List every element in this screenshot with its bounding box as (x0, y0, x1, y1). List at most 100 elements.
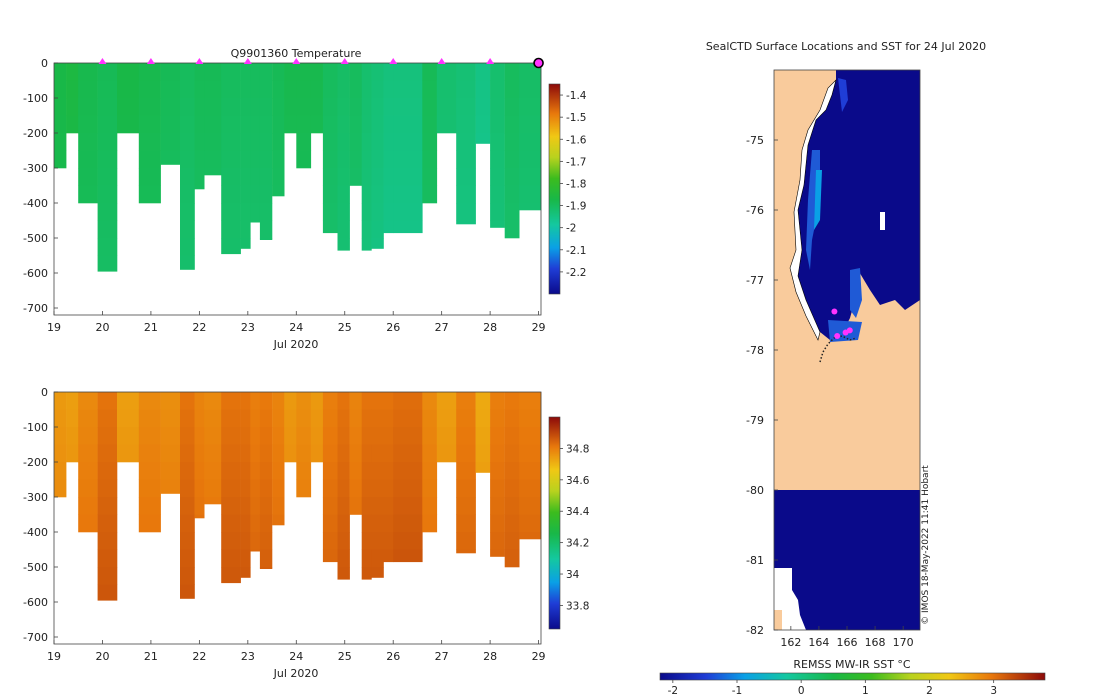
profile-cell (456, 427, 476, 445)
profile-cell (204, 479, 222, 498)
profile-cell (504, 444, 520, 463)
profile-cell (361, 427, 372, 445)
profile-marker (340, 58, 349, 64)
profile-cell (383, 409, 394, 428)
profile-cell (97, 255, 118, 272)
profile-cell (422, 185, 438, 204)
profile-cell (422, 115, 438, 134)
profile-cell (221, 462, 241, 480)
y-tick-label: 0 (41, 386, 48, 399)
profile-cell (296, 409, 312, 428)
profile-cell (250, 444, 261, 463)
x-tick-label: 24 (289, 321, 303, 334)
y-tick-label: -200 (23, 127, 48, 140)
profile-cell (436, 392, 457, 410)
profile-cell (259, 479, 273, 498)
profile-cell (504, 409, 520, 428)
profile-cell (322, 409, 338, 428)
colorbar-tick-label: 34.6 (566, 475, 590, 487)
profile-cell (250, 427, 261, 445)
profile-cell (349, 392, 362, 410)
profile-cell (393, 427, 423, 445)
profile-cell (180, 479, 195, 498)
profile-cell (259, 532, 273, 550)
colorbar-tick-label: -2 (566, 223, 576, 235)
profile-cell (138, 133, 161, 151)
profile-cell (456, 392, 476, 410)
profile-cell (519, 427, 542, 445)
profile-cell (361, 567, 372, 580)
profile-cell (296, 479, 312, 498)
profile-cell (371, 168, 384, 186)
profile-cell (337, 168, 350, 186)
profile-cell (393, 444, 423, 463)
profile-cell (54, 462, 67, 480)
profile-cell (138, 462, 161, 480)
profile-cell (160, 80, 181, 99)
profile-cell (180, 584, 195, 599)
profile-cell (180, 409, 195, 428)
profile-cell (371, 409, 384, 428)
profile-cell (240, 133, 251, 151)
profile-cell (250, 497, 261, 515)
profile-cell (519, 98, 542, 116)
profile-cell (138, 63, 161, 81)
profile-cell (78, 63, 98, 81)
profile-cell (361, 532, 372, 550)
profile-cell (97, 168, 118, 186)
profile-cell (66, 98, 79, 116)
profile-cell (272, 80, 285, 99)
profile-cell (436, 80, 457, 99)
profile-cell (371, 532, 384, 550)
map-x-tick-label: 170 (893, 636, 914, 649)
profile-cell (160, 63, 181, 81)
profile-cell (180, 567, 195, 585)
profile-cell (259, 238, 273, 240)
profile-cell (490, 98, 505, 116)
profile-marker (195, 58, 204, 64)
profile-cell (371, 203, 384, 221)
profile-cell (504, 115, 520, 134)
profile-cell (337, 567, 350, 580)
profile-cell (322, 203, 338, 221)
profile-cell (322, 479, 338, 498)
profile-cell (240, 80, 251, 99)
profile-cell (383, 63, 394, 81)
profile-cell (284, 427, 297, 445)
seal-position-marker (834, 333, 841, 339)
profile-cell (138, 150, 161, 169)
profile-cell (221, 549, 241, 568)
profile-cell (250, 479, 261, 498)
profile-cell (361, 220, 372, 239)
profile-cell (54, 479, 67, 498)
profile-cell (475, 63, 491, 81)
profile-cell (160, 133, 181, 151)
profile-cell (240, 409, 251, 428)
x-tick-label: 25 (338, 650, 352, 663)
profile-cell (393, 532, 423, 550)
coastal-water-light (814, 170, 822, 230)
profile-cell (97, 514, 118, 533)
profile-cell (97, 567, 118, 585)
profile-cell (97, 497, 118, 515)
profile-cell (194, 63, 205, 81)
profile-cell (78, 392, 98, 410)
profile-cell (194, 150, 205, 169)
profile-cell (475, 444, 491, 463)
profile-cell (138, 514, 161, 533)
profile-cell (180, 133, 195, 151)
profile-cell (371, 115, 384, 134)
profile-cell (97, 409, 118, 428)
temperature-profiles (54, 63, 542, 272)
profile-cell (322, 532, 338, 550)
profile-cell (250, 392, 261, 410)
profile-cell (349, 462, 362, 480)
y-tick-label: -400 (23, 526, 48, 539)
profile-cell (160, 479, 181, 494)
ross-sea-ocean (798, 70, 920, 340)
profile-cell (393, 185, 423, 204)
profile-cell (284, 63, 297, 81)
profile-cell (180, 514, 195, 533)
profile-cell (272, 497, 285, 515)
profile-cell (259, 185, 273, 204)
